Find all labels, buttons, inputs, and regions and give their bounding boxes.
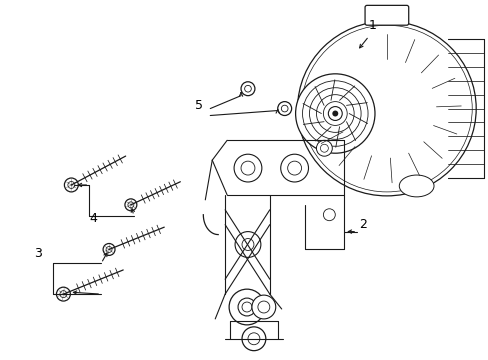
Circle shape [242,327,265,351]
Circle shape [323,209,335,221]
Circle shape [64,178,78,192]
Circle shape [332,111,338,117]
Circle shape [103,243,115,255]
Circle shape [295,74,374,153]
Circle shape [241,82,254,96]
Circle shape [56,287,70,301]
Text: 5: 5 [195,99,203,112]
Circle shape [327,107,342,121]
Circle shape [277,102,291,116]
FancyBboxPatch shape [365,5,408,25]
Circle shape [124,199,137,211]
Ellipse shape [297,21,475,196]
Circle shape [280,154,308,182]
Text: 3: 3 [34,247,41,260]
Text: 2: 2 [358,218,366,231]
Circle shape [238,298,255,316]
Circle shape [234,154,262,182]
Ellipse shape [399,175,433,197]
Text: 1: 1 [368,19,376,32]
Text: 4: 4 [89,212,97,225]
Circle shape [235,231,260,257]
Circle shape [229,289,264,325]
Circle shape [316,140,332,156]
Circle shape [251,295,275,319]
